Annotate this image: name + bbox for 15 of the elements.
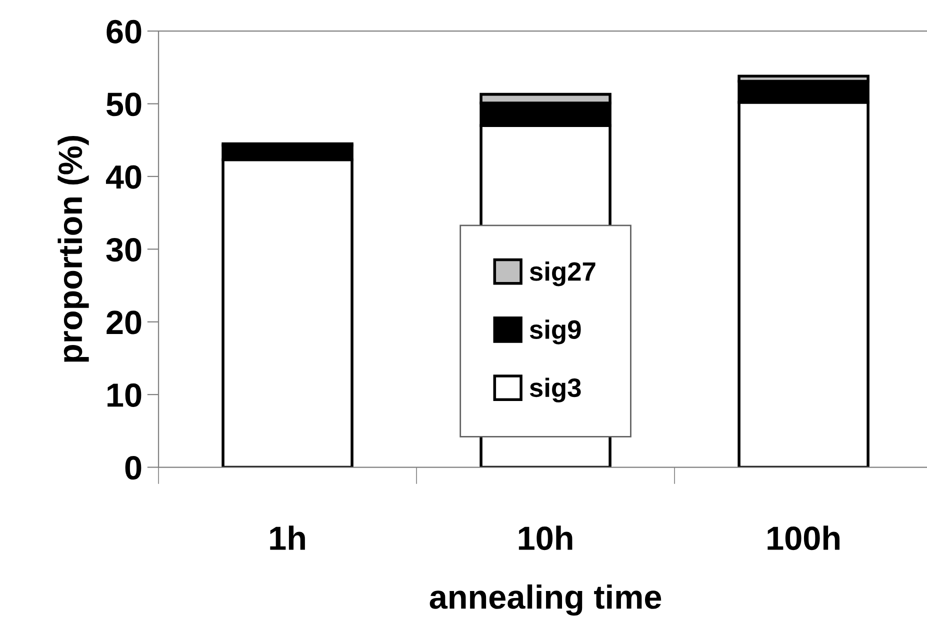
y-tick-label: 20 [106, 310, 142, 334]
x-axis-title: annealing time [430, 584, 662, 616]
y-tick-label: 50 [106, 92, 142, 116]
y-tick-label: 10 [108, 383, 142, 407]
legend-label: sig9 [530, 320, 581, 344]
x-tick-label: 1h [270, 526, 305, 550]
y-axis-title: proportion (%) [58, 136, 89, 362]
legend-label: sig3 [530, 378, 581, 402]
y-tick-label: 0 [125, 456, 142, 480]
y-tick-label: 60 [106, 20, 142, 44]
legend-label: sig27 [530, 261, 596, 286]
y-tick-label: 30 [106, 238, 142, 262]
x-tick-label: 100h [768, 526, 840, 550]
x-tick-label: 10h [518, 526, 572, 550]
y-tick-label: 40 [106, 165, 142, 189]
